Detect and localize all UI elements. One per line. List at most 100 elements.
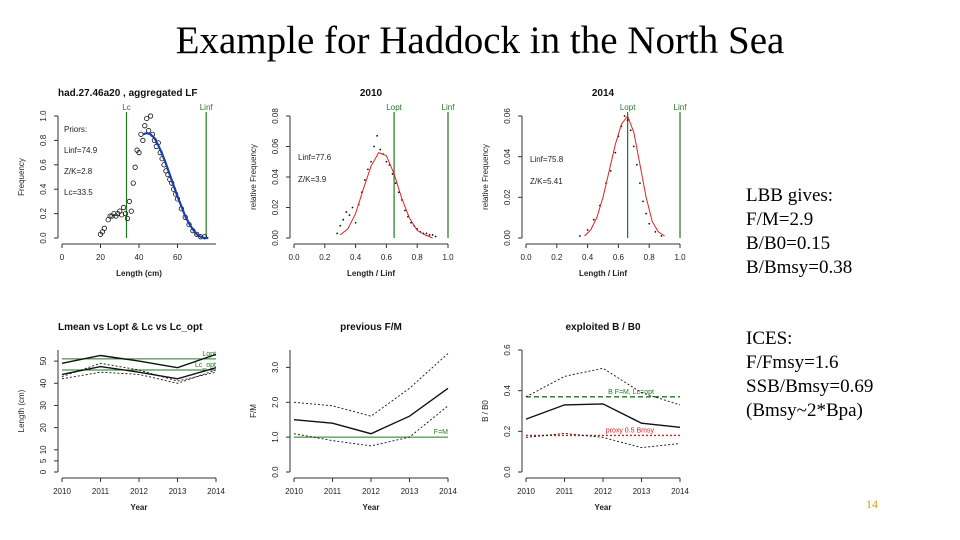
- x-tick-label: 2014: [207, 487, 225, 496]
- data-point: [126, 198, 132, 204]
- series-line-lower: [293, 405, 449, 447]
- data-point: [121, 204, 127, 211]
- y-axis-label: relative Frequency: [249, 144, 258, 210]
- data-point: [194, 231, 200, 237]
- data-point: [354, 221, 357, 224]
- data-point: [635, 163, 638, 166]
- y-tick-label: 20: [39, 423, 48, 432]
- chart-title: Lmean vs Lopt & Lc vs Lc_opt: [58, 322, 203, 333]
- series-line-lmean: [61, 353, 217, 369]
- ices-ssbbmsy: SSB/Bmsy=0.69: [746, 376, 874, 397]
- x-axis-label: Length (cm): [116, 269, 162, 278]
- x-tick-label: 2012: [594, 487, 612, 496]
- data-point: [579, 235, 581, 237]
- x-axis-label: Length / Linf: [347, 269, 395, 278]
- x-tick-label: 0.2: [319, 253, 331, 262]
- data-point: [639, 182, 641, 185]
- series-line-upper: [525, 367, 681, 406]
- data-point: [336, 232, 339, 235]
- x-tick-label: 0.6: [381, 253, 393, 262]
- y-tick-label: 0.06: [271, 138, 280, 154]
- data-point: [370, 160, 372, 163]
- y-tick-label: 0.06: [503, 108, 512, 124]
- data-point: [339, 224, 342, 227]
- data-point: [645, 212, 648, 215]
- data-point: [391, 173, 394, 175]
- ices-heading: ICES:: [746, 328, 793, 349]
- x-tick-label: 0.0: [288, 253, 300, 262]
- x-tick-label: 0.4: [350, 253, 362, 262]
- data-point: [342, 218, 345, 221]
- slide-title: Example for Haddock in the North Sea: [175, 19, 785, 62]
- y-tick-label: 0.04: [503, 148, 512, 164]
- ices-results: ICES: F/Fmsy=1.6 SSB/Bmsy=0.69 (Bmsy~2*B…: [746, 327, 873, 423]
- data-point: [626, 119, 629, 121]
- chart-title: 2014: [592, 88, 615, 99]
- reference-label: proxy 0.5 Bmsy: [606, 427, 655, 434]
- y-tick-label: 40: [39, 378, 48, 387]
- data-point: [147, 113, 154, 119]
- chart-title: had.27.46a20 , aggregated LF: [58, 88, 198, 99]
- data-point: [348, 214, 351, 217]
- series-line-f-m: [293, 387, 449, 435]
- data-point: [345, 211, 348, 213]
- x-tick-label: 2010: [517, 487, 535, 496]
- y-axis-label: F/M: [249, 404, 258, 418]
- reference-label: Linf: [200, 103, 214, 112]
- data-point: [367, 168, 369, 171]
- annotation: Z/K=2.8: [64, 167, 93, 176]
- annotation: Linf=77.6: [298, 153, 332, 162]
- data-point: [140, 137, 146, 143]
- x-tick-label: 2014: [671, 487, 689, 496]
- series-line-lmean-lo: [61, 369, 217, 384]
- data-point: [434, 235, 437, 238]
- x-tick-label: 2012: [130, 487, 148, 496]
- annotation: Z/K=3.9: [298, 175, 327, 184]
- data-point: [363, 179, 366, 181]
- reference-label: Lc: [122, 103, 130, 112]
- y-tick-label: 0.2: [39, 207, 48, 219]
- data-point: [385, 160, 388, 163]
- data-point: [642, 200, 644, 203]
- fit-curve: [584, 114, 665, 237]
- y-tick-label: 5: [39, 458, 48, 463]
- data-point: [376, 134, 379, 137]
- x-tick-label: 2013: [169, 487, 187, 496]
- data-point: [431, 234, 434, 236]
- x-axis-label: Year: [595, 503, 612, 512]
- y-tick-label: 2.0: [271, 396, 280, 408]
- ices-ffmsy: F/Fmsy=1.6: [746, 352, 839, 373]
- lbb-fm: F/M=2.9: [746, 209, 814, 230]
- data-point: [130, 180, 136, 186]
- data-point: [660, 235, 663, 237]
- x-tick-label: 20: [96, 253, 105, 262]
- x-tick-label: 60: [173, 253, 182, 262]
- x-tick-label: 2013: [401, 487, 419, 496]
- y-tick-label: 3.0: [271, 361, 280, 373]
- y-tick-label: 0.08: [271, 108, 280, 124]
- fit-curve: [142, 131, 209, 240]
- data-point: [397, 191, 400, 194]
- reference-label: Linf: [674, 103, 688, 112]
- data-point: [128, 208, 134, 214]
- y-tick-label: 0.2: [503, 425, 512, 437]
- y-tick-label: 0.8: [39, 134, 48, 146]
- data-point: [428, 234, 431, 236]
- y-tick-label: 0.00: [271, 230, 280, 246]
- chart-title: exploited B / B0: [565, 322, 640, 333]
- data-point: [373, 145, 375, 148]
- data-point: [592, 218, 595, 221]
- series-line-lc: [61, 365, 217, 380]
- data-point: [648, 222, 651, 225]
- series-line-lower: [525, 432, 681, 449]
- annotation: Linf=75.8: [530, 155, 564, 164]
- x-axis-label: Year: [131, 503, 148, 512]
- lbb-bbmsy: B/Bmsy=0.38: [746, 257, 853, 278]
- fit-curve: [339, 151, 433, 239]
- reference-label: B F=M, Lc=opt: [608, 389, 654, 396]
- x-tick-label: 0.8: [644, 253, 656, 262]
- y-tick-label: 0.4: [39, 183, 48, 195]
- x-tick-label: 2010: [53, 487, 71, 496]
- lbb-heading: LBB gives:: [746, 185, 834, 206]
